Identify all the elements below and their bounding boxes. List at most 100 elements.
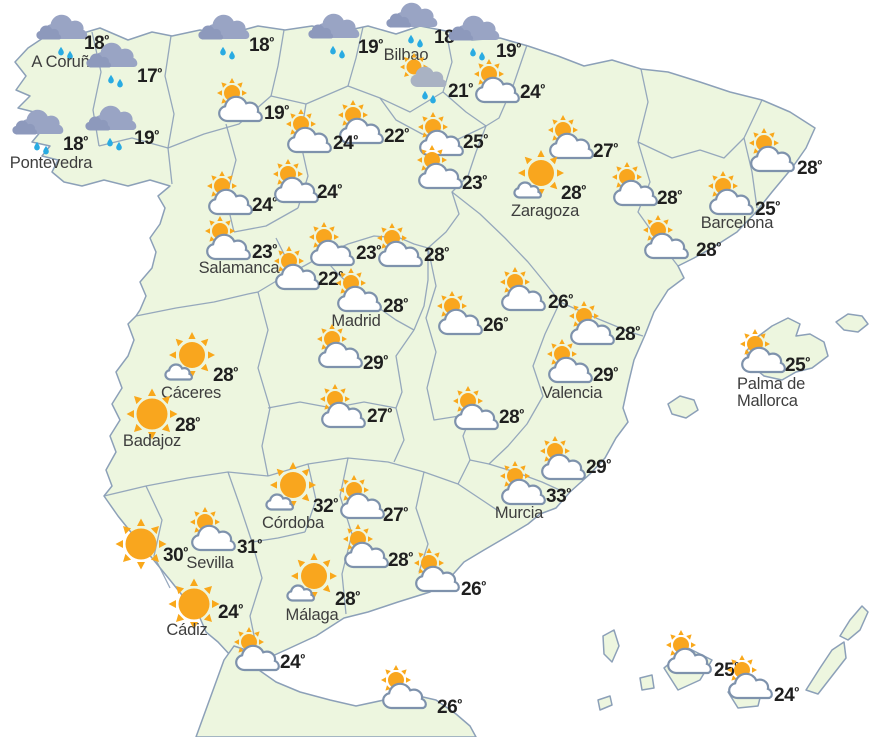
city-label: Bilbao xyxy=(383,46,429,64)
partly-cloudy-icon xyxy=(500,267,546,312)
temperature: 21º xyxy=(448,80,473,102)
temperature: 28º xyxy=(657,187,682,209)
partly-cloudy-icon xyxy=(336,268,382,313)
island-el-hierro xyxy=(597,695,613,711)
temperature: 27º xyxy=(383,504,408,526)
island-menorca xyxy=(835,313,869,333)
sunny-icon xyxy=(115,518,167,570)
temperature: 28º xyxy=(615,323,640,345)
partly-cloudy-icon xyxy=(234,627,280,672)
partly-cloudy-icon xyxy=(749,128,795,173)
temperature: 23º xyxy=(462,172,487,194)
partly-cloudy-icon xyxy=(339,475,385,520)
partly-cloudy-icon xyxy=(205,216,251,261)
temperature: 25º xyxy=(755,198,780,220)
rain-icon xyxy=(12,109,64,155)
temperature: 24º xyxy=(333,132,358,154)
partly-cloudy-icon xyxy=(377,223,423,268)
temperature: 29º xyxy=(593,364,618,386)
temperature: 27º xyxy=(367,405,392,427)
temperature: 28º xyxy=(499,406,524,428)
partly-cloudy-icon xyxy=(317,324,363,369)
rain-icon xyxy=(36,14,88,60)
island-fuerteventura xyxy=(805,641,847,695)
partly-cloudy-icon xyxy=(338,100,384,145)
temperature: 26º xyxy=(483,314,508,336)
partly-cloudy-icon xyxy=(417,145,463,190)
temperature: 22º xyxy=(384,125,409,147)
temperature: 27º xyxy=(593,140,618,162)
temperature: 28º xyxy=(696,239,721,261)
mostly-sunny-icon xyxy=(265,462,316,511)
temperature: 24º xyxy=(520,81,545,103)
partly-cloudy-icon xyxy=(643,215,689,260)
partly-cloudy-icon xyxy=(666,630,712,675)
mostly-sunny-icon xyxy=(286,553,337,602)
partly-cloudy-icon xyxy=(320,384,366,429)
temperature: 28º xyxy=(424,244,449,266)
partly-cloudy-icon xyxy=(453,386,499,431)
city-label: Salamanca xyxy=(198,259,280,277)
partly-cloudy-icon xyxy=(381,665,427,710)
city-label: A Coruña xyxy=(31,53,99,71)
city-label: Córdoba xyxy=(262,514,324,532)
temperature: 18º xyxy=(84,32,109,54)
city-label: Zaragoza xyxy=(510,202,580,220)
temperature: 19º xyxy=(358,36,383,58)
partly-cloudy-icon xyxy=(437,291,483,336)
partly-cloudy-icon xyxy=(273,159,319,204)
city-label: Badajoz xyxy=(122,432,182,450)
rain-icon xyxy=(308,13,360,59)
temperature: 18º xyxy=(249,34,274,56)
temperature: 31º xyxy=(237,536,262,558)
temperature: 33º xyxy=(546,485,571,507)
partly-cloudy-icon xyxy=(414,548,460,593)
city-label: Cádiz xyxy=(166,621,208,639)
temperature: 29º xyxy=(363,352,388,374)
city-label: Cáceres xyxy=(160,384,222,402)
city-label: Sevilla xyxy=(186,554,234,572)
partly-cloudy-icon xyxy=(217,78,263,123)
island-la-gomera xyxy=(639,674,655,691)
temperature: 26º xyxy=(461,578,486,600)
rain-icon xyxy=(386,2,438,48)
city-label: Barcelona xyxy=(700,214,774,232)
city-label: Valencia xyxy=(541,384,603,402)
partly-cloudy-icon xyxy=(309,222,355,267)
temperature: 28º xyxy=(561,182,586,204)
temperature: 28º xyxy=(213,364,238,386)
partly-cloudy-icon xyxy=(740,329,786,374)
temperature: 19º xyxy=(496,40,521,62)
island-lanzarote xyxy=(839,605,869,641)
partly-cloudy-icon xyxy=(612,162,658,207)
temperature: 24º xyxy=(218,601,243,623)
partly-cloudy-icon xyxy=(418,112,464,157)
temperature: 19º xyxy=(134,127,159,149)
city-label: Murcia xyxy=(494,504,544,522)
temperature: 28º xyxy=(797,157,822,179)
rain-icon xyxy=(198,14,250,60)
island-ibiza xyxy=(667,395,699,419)
partly-cloudy-icon xyxy=(540,436,586,481)
rain-icon xyxy=(85,105,137,151)
partly-cloudy-icon xyxy=(190,507,236,552)
temperature: 17º xyxy=(137,65,162,87)
city-label: Mallorca xyxy=(737,392,798,410)
temperature: 23º xyxy=(356,242,381,264)
sun-rain-icon xyxy=(400,53,447,104)
temperature: 25º xyxy=(785,354,810,376)
mostly-sunny-icon xyxy=(513,150,564,199)
city-label: Málaga xyxy=(285,606,339,624)
partly-cloudy-icon xyxy=(548,115,594,160)
rain-icon xyxy=(86,42,138,88)
temperature: 24º xyxy=(252,194,277,216)
temperature: 29º xyxy=(586,456,611,478)
city-label: Palma de xyxy=(737,375,806,393)
sunny-icon xyxy=(168,578,220,630)
partly-cloudy-icon xyxy=(708,171,754,216)
temperature: 28º xyxy=(383,295,408,317)
temperature: 26º xyxy=(548,291,573,313)
temperature: 22º xyxy=(318,268,343,290)
temperature: 18º xyxy=(63,133,88,155)
